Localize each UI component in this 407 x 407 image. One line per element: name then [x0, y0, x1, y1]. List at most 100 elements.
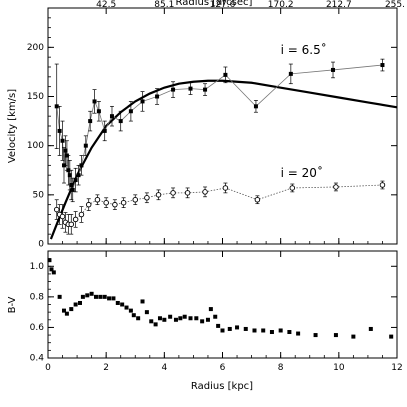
top-axis-tick-label: 212.7 — [326, 0, 352, 10]
top-axis-tick-label: 255. — [385, 0, 405, 10]
color-point — [368, 326, 373, 331]
color-x-tick-label: 4 — [161, 363, 167, 373]
color-axis-ticks: 0 2 4 6 8 10 12 0.4 0.6 0.8 1.0 — [30, 250, 403, 373]
color-point — [85, 293, 90, 298]
velocity-y-tick-label: 200 — [27, 43, 44, 53]
model-curve-group — [49, 79, 398, 240]
velocity-y-label: Velocity [km/s] — [7, 89, 18, 163]
color-point — [80, 294, 85, 299]
velocity-series-group — [53, 58, 386, 235]
velocity-point-filled — [288, 71, 293, 76]
velocity-point-open — [132, 196, 138, 203]
color-point — [208, 307, 213, 312]
velocity-point-open — [379, 182, 386, 188]
color-point — [216, 323, 221, 328]
top-axis-tick-label: 42.5 — [96, 0, 116, 10]
color-x-tick-label: 10 — [333, 363, 345, 373]
color-point — [168, 314, 173, 319]
color-point — [107, 296, 112, 301]
velocity-point-open — [289, 185, 296, 191]
velocity-y-tick-label: 150 — [27, 92, 44, 102]
velocity-point-filled — [73, 178, 78, 183]
color-point — [136, 316, 141, 321]
top-axis-label: Radius [arcsec] — [176, 0, 253, 8]
velocity-point-filled — [79, 163, 84, 168]
color-point — [278, 328, 283, 333]
color-y-tick-label: 0.4 — [30, 354, 45, 364]
color-x-tick-label: 12 — [391, 363, 402, 373]
velocity-axis-ticks: 0 50 100 150 200 42.5 85.1 127.6 170.2 212.7 255. — [27, 0, 405, 250]
annotation-inclination-6-5: i = 6.5˚ — [281, 42, 327, 57]
color-point — [269, 330, 274, 335]
color-y-label: B-V — [7, 296, 18, 313]
color-series-group — [47, 258, 394, 339]
color-point — [235, 325, 240, 330]
velocity-point-open — [72, 216, 79, 223]
color-point — [182, 314, 187, 319]
color-x-tick-label: 8 — [278, 363, 284, 373]
velocity-point-open — [222, 185, 229, 191]
color-point — [287, 330, 292, 335]
velocity-point-open — [68, 221, 75, 228]
color-point — [351, 334, 356, 339]
color-point — [93, 294, 98, 299]
velocity-point-open — [59, 213, 66, 220]
velocity-point-open — [53, 206, 60, 213]
color-point — [227, 326, 232, 331]
color-point — [313, 333, 318, 338]
velocity-y-tick-label: 100 — [27, 141, 44, 151]
model-rotation-curve — [49, 79, 398, 240]
velocity-point-open — [144, 195, 150, 201]
velocity-point-open — [170, 190, 176, 196]
color-y-tick-label: 1.0 — [30, 262, 45, 272]
velocity-point-filled — [109, 114, 114, 119]
color-panel-frame — [47, 250, 398, 359]
velocity-point-filled — [140, 99, 145, 104]
velocity-point-filled — [380, 63, 385, 68]
velocity-point-filled — [128, 109, 133, 114]
color-point — [389, 334, 394, 339]
color-point — [98, 294, 103, 299]
velocity-point-filled — [171, 87, 176, 92]
velocity-point-filled — [203, 87, 208, 92]
color-x-tick-label: 0 — [45, 363, 51, 373]
color-point — [157, 316, 162, 321]
velocity-point-filled — [76, 173, 81, 178]
velocity-point-filled — [70, 187, 75, 192]
velocity-point-open — [202, 189, 208, 195]
velocity-point-filled — [88, 119, 93, 124]
color-point — [296, 331, 301, 336]
color-y-tick-label: 0.8 — [30, 292, 45, 302]
color-point — [205, 317, 210, 322]
velocity-point-filled — [92, 99, 97, 104]
color-point — [120, 302, 125, 307]
color-point — [77, 300, 82, 305]
velocity-panel-frame — [47, 7, 398, 245]
color-point — [200, 319, 205, 324]
color-point — [69, 307, 74, 312]
color-point — [140, 299, 145, 304]
velocity-point-filled — [188, 86, 193, 91]
annotation-inclination-20: i = 20˚ — [281, 165, 323, 180]
color-point — [252, 328, 257, 333]
color-point — [47, 258, 52, 263]
color-point — [49, 267, 54, 272]
velocity-point-open — [112, 201, 118, 208]
color-point — [173, 317, 178, 322]
velocity-point-filled — [331, 67, 336, 72]
color-point — [57, 294, 62, 299]
velocity-point-open — [254, 196, 261, 203]
color-point — [220, 328, 225, 333]
velocity-point-open — [85, 201, 92, 208]
color-point — [111, 296, 116, 301]
velocity-point-filled — [69, 183, 74, 187]
x-axis-label: Radius [kpc] — [191, 381, 253, 392]
velocity-point-filled — [102, 128, 107, 133]
velocity-point-filled — [96, 109, 101, 114]
velocity-point-open — [94, 196, 101, 203]
velocity-point-filled — [155, 94, 160, 99]
velocity-point-filled — [57, 128, 62, 133]
color-x-tick-label: 2 — [103, 363, 109, 373]
velocity-point-open — [120, 199, 127, 206]
